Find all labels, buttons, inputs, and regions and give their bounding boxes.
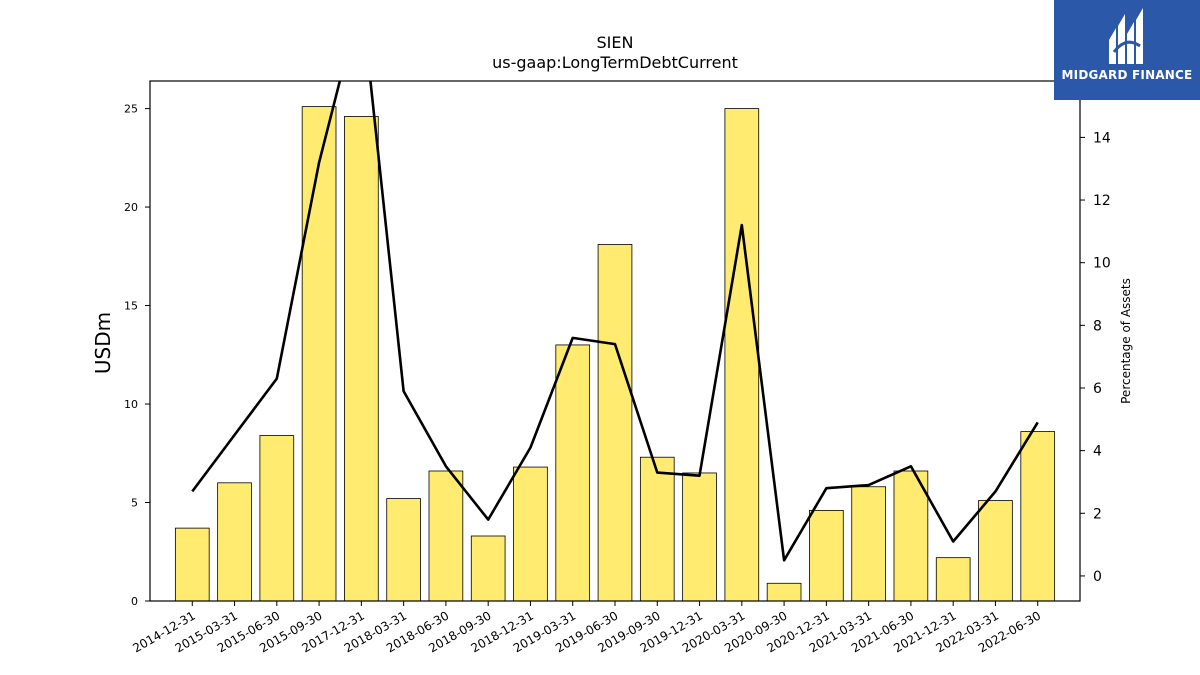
bar: [597, 244, 633, 602]
y-tick-label: 0: [131, 595, 138, 608]
bar: [217, 482, 252, 602]
bar: [555, 344, 591, 602]
bar: [470, 535, 506, 602]
bar: [344, 116, 379, 602]
bar: [724, 108, 760, 602]
y-tick-label: 25: [124, 103, 138, 116]
y-axis-label: USDm: [91, 312, 115, 374]
bar: [386, 498, 421, 602]
bar: [766, 582, 802, 602]
y2-tick-label: 4: [1093, 444, 1102, 460]
y-tick-label: 10: [124, 398, 138, 411]
y2-tick-label: 12: [1093, 193, 1111, 209]
line-series: [191, 81, 1039, 562]
midgard-finance-logo: MIDGARD FINANCE: [1054, 0, 1200, 100]
bar: [978, 500, 1013, 602]
bar: [682, 472, 717, 602]
bar: [809, 509, 844, 602]
y-tick-label: 20: [124, 201, 138, 214]
bar: [513, 466, 548, 602]
y2-tick-label: 10: [1093, 256, 1111, 272]
bar: [301, 106, 337, 602]
y2-tick-label: 8: [1093, 318, 1102, 334]
y-tick-label: 15: [124, 300, 138, 313]
y-tick-label: 5: [131, 497, 138, 510]
y2-tick-label: 2: [1093, 506, 1102, 522]
chart-title: SIEN: [597, 33, 634, 52]
bar: [259, 435, 295, 602]
line-series-group: [191, 81, 1039, 562]
y2-tick-label: 0: [1093, 569, 1102, 585]
bar: [851, 486, 886, 602]
logo-text: MIDGARD FINANCE: [1061, 68, 1193, 82]
bar: [893, 470, 929, 602]
bar: [174, 527, 210, 602]
bar: [935, 557, 971, 602]
y2-tick-label: 6: [1093, 381, 1102, 397]
y2-axis-label: Percentage of Assets: [1119, 278, 1133, 404]
bar: [428, 470, 464, 602]
bar: [1020, 431, 1056, 602]
bar-series: [174, 106, 1056, 602]
chart-subtitle: us-gaap:LongTermDebtCurrent: [492, 53, 738, 72]
bar: [639, 456, 675, 602]
y2-tick-label: 14: [1093, 130, 1111, 146]
logo-mark-icon: [1109, 8, 1143, 64]
